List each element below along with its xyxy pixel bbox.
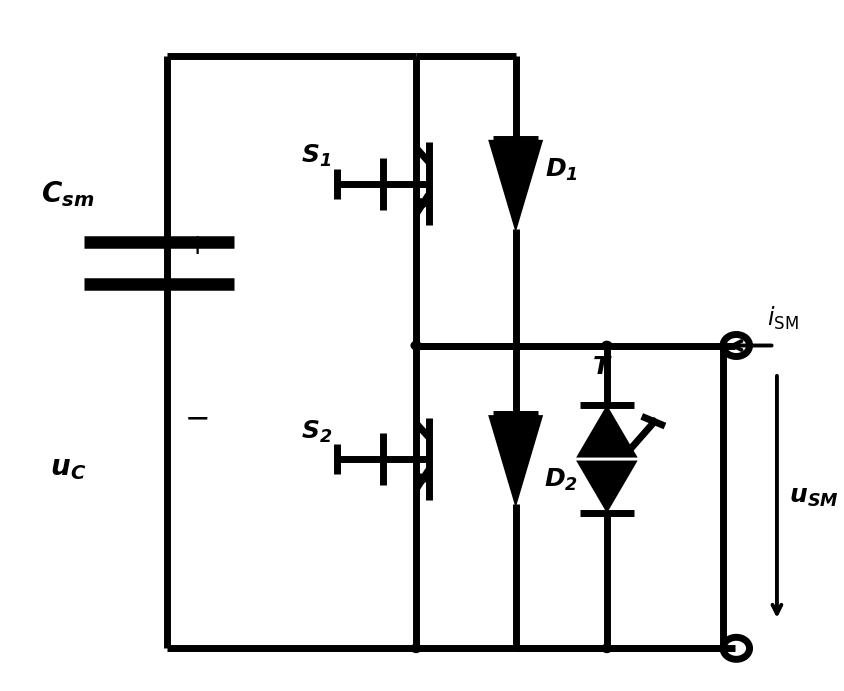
Text: $i_{\rm SM}$: $i_{\rm SM}$ [767,304,798,332]
Polygon shape [580,409,634,455]
Polygon shape [490,142,540,226]
Circle shape [411,644,421,652]
Text: $\bfit{u}_{\bfit{SM}}$: $\bfit{u}_{\bfit{SM}}$ [789,485,839,509]
Text: $\bfit{S}_{\bfit{1}}$: $\bfit{S}_{\bfit{1}}$ [301,143,332,169]
Text: $\bfit{S}_{\bfit{2}}$: $\bfit{S}_{\bfit{2}}$ [300,419,333,444]
Text: $\bfit{u}_{\bfit{C}}$: $\bfit{u}_{\bfit{C}}$ [50,456,86,482]
Polygon shape [580,462,634,509]
Text: $-$: $-$ [184,404,208,433]
Circle shape [602,341,612,350]
Text: $+$: $+$ [185,231,208,260]
Circle shape [602,644,612,652]
Text: $\bfit{D}_{\bfit{1}}$: $\bfit{D}_{\bfit{1}}$ [544,157,578,183]
Circle shape [411,341,421,350]
Text: $\bfit{C}_{\bfit{sm}}$: $\bfit{C}_{\bfit{sm}}$ [41,179,95,209]
Polygon shape [490,417,540,501]
Text: $\bfit{D}_{\bfit{2}}$: $\bfit{D}_{\bfit{2}}$ [544,466,578,493]
Text: $\bfit{T}$: $\bfit{T}$ [592,356,613,379]
